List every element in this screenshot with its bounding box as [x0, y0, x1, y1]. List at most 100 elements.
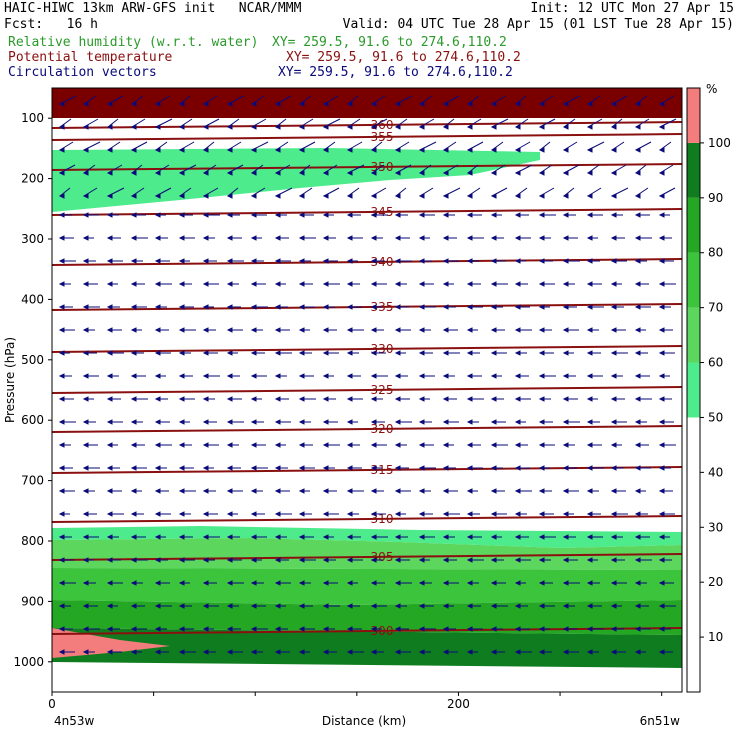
wind-vector-head	[634, 557, 641, 563]
wind-vector-head	[562, 419, 569, 425]
isentrope-label: 300	[371, 624, 394, 638]
wind-vector-head	[202, 124, 209, 130]
wind-vector-head	[322, 511, 329, 517]
wind-vector-head	[490, 101, 497, 107]
wind-vector-head	[538, 511, 545, 517]
wind-vector-head	[130, 580, 137, 586]
wind-vector-head	[58, 101, 65, 107]
wind-vector-head	[442, 511, 449, 517]
wind-vector-head	[202, 304, 209, 310]
wind-vector-head	[658, 511, 665, 517]
wind-vector-head	[130, 124, 137, 130]
wind-vector-head	[298, 235, 305, 241]
wind-vector-head	[610, 419, 617, 425]
wind-vector-head	[322, 327, 329, 333]
wind-vector-head	[106, 534, 113, 540]
wind-vector-head	[202, 603, 209, 609]
wind-vector-head	[106, 511, 113, 517]
wind-vector-head	[298, 649, 305, 655]
wind-vector-head	[226, 465, 233, 471]
wind-vector-head	[538, 557, 545, 563]
wind-vector-head	[178, 350, 185, 356]
wind-vector-head	[154, 488, 161, 494]
y-tick-label: 1000	[13, 655, 44, 669]
wind-vector-head	[154, 603, 161, 609]
wind-vector-head	[202, 101, 209, 107]
header-right-2: Valid: 04 UTC Tue 28 Apr 15 (01 LST Tue …	[342, 17, 734, 32]
wind-vector-head	[442, 327, 449, 333]
wind-vector-head	[370, 212, 377, 218]
wind-vector-head	[106, 465, 113, 471]
wind-vector-head	[106, 124, 113, 130]
wind-vector-head	[130, 147, 137, 153]
wind-vector-head	[226, 212, 233, 218]
wind-vector-head	[178, 442, 185, 448]
wind-vector-head	[514, 373, 521, 379]
header-left-2: Fcst: 16 h	[4, 17, 98, 32]
wind-vector-head	[346, 488, 353, 494]
wind-vector-head	[346, 235, 353, 241]
wind-vector-head	[394, 373, 401, 379]
field3-name: Circulation vectors	[8, 65, 157, 80]
wind-vector-head	[226, 534, 233, 540]
wind-vector-head	[394, 442, 401, 448]
wind-vector-head	[202, 258, 209, 264]
wind-vector-head	[58, 373, 65, 379]
y-tick-label: 800	[21, 534, 44, 548]
wind-vector-head	[586, 373, 593, 379]
wind-vector-head	[298, 193, 305, 199]
colorbar-band	[687, 362, 700, 418]
wind-vector-head	[466, 327, 473, 333]
wind-vector-head	[226, 101, 233, 107]
wind-vector-head	[370, 442, 377, 448]
wind-vector-head	[634, 511, 641, 517]
wind-vector-head	[490, 147, 497, 153]
wind-vector-head	[298, 304, 305, 310]
wind-vector-head	[154, 124, 161, 130]
wind-vector-head	[154, 258, 161, 264]
isentrope-label: 345	[371, 205, 394, 219]
wind-vector-head	[274, 396, 281, 402]
wind-vector-head	[490, 304, 497, 310]
y-axis-label: Pressure (hPa)	[3, 337, 17, 423]
wind-vector-head	[226, 124, 233, 130]
wind-vector-head	[154, 465, 161, 471]
wind-vector-head	[298, 373, 305, 379]
wind-vector-head	[202, 419, 209, 425]
wind-vector-head	[586, 170, 593, 176]
wind-vector-head	[586, 626, 593, 632]
wind-vector-head	[154, 281, 161, 287]
wind-vector-head	[418, 235, 425, 241]
wind-vector-head	[370, 534, 377, 540]
wind-vector-head	[538, 170, 545, 176]
wind-vector-head	[418, 488, 425, 494]
wind-vector-head	[418, 193, 425, 199]
wind-vector-head	[202, 193, 209, 199]
wind-vector-head	[274, 580, 281, 586]
wind-vector-head	[322, 488, 329, 494]
y-tick-label: 700	[21, 474, 44, 488]
wind-vector-head	[250, 465, 257, 471]
wind-vector-head	[370, 327, 377, 333]
wind-vector-head	[418, 373, 425, 379]
wind-vector-head	[154, 442, 161, 448]
wind-vector-head	[370, 465, 377, 471]
wind-vector-head	[514, 350, 521, 356]
wind-vector-head	[442, 534, 449, 540]
wind-vector-head	[274, 603, 281, 609]
wind-vector-head	[106, 101, 113, 107]
wind-vector-head	[202, 649, 209, 655]
wind-vector-head	[658, 147, 665, 153]
rh-upper-band-50	[52, 148, 540, 212]
wind-vector-head	[562, 396, 569, 402]
rh-lower-band-70	[52, 568, 682, 605]
wind-vector-head	[346, 212, 353, 218]
wind-vector-head	[82, 327, 89, 333]
x-tick-label: 200	[447, 697, 470, 711]
wind-vector-head	[202, 373, 209, 379]
wind-vector-head	[466, 419, 473, 425]
wind-vector-head	[298, 465, 305, 471]
wind-vector-head	[490, 258, 497, 264]
wind-vector-head	[322, 235, 329, 241]
wind-vector-head	[442, 419, 449, 425]
